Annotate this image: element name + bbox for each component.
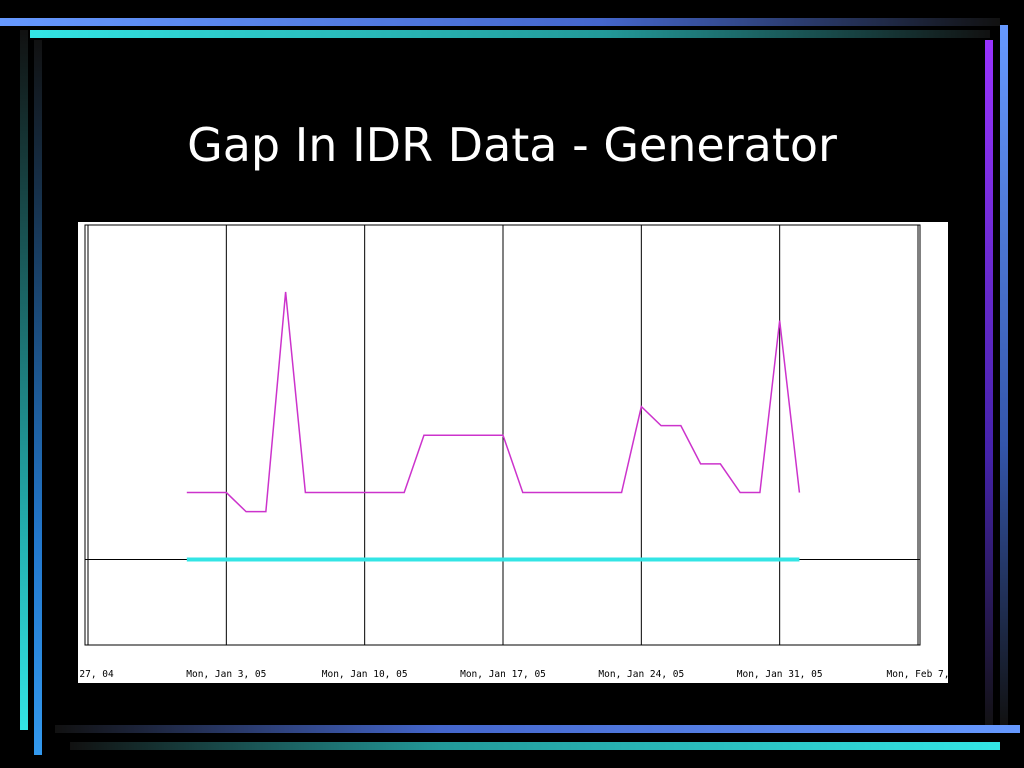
chart: ec 27, 04 Mon, Jan 3, 05 Mon, Jan 10, 05 Mo… [78,222,948,683]
x-tick-label: Mon, Jan 17, 05 [460,669,546,680]
deco-bar [70,742,1000,750]
deco-bar [0,18,1000,26]
deco-bar [20,30,28,730]
x-tick-label: Mon, Jan 3, 05 [186,669,266,680]
x-tick-label: Mon, Feb 7, [887,669,948,680]
x-tick-label: Mon, Jan 10, 05 [322,669,408,680]
x-tick-label: ec 27, 04 [78,669,114,680]
x-tick-label: Mon, Jan 24, 05 [598,669,684,680]
deco-bar [1000,25,1008,725]
deco-bar [985,40,993,730]
deco-bar [55,725,1020,733]
slide-title: Gap In IDR Data - Generator [187,118,837,172]
series-line [186,291,801,513]
deco-bar [30,30,990,38]
x-tick-label: Mon, Jan 31, 05 [737,669,823,680]
deco-bar [34,40,42,755]
